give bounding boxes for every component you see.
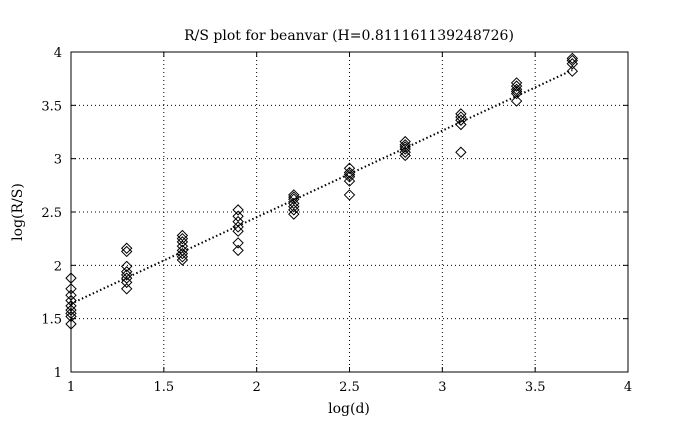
y-tick-label: 1.5 xyxy=(41,313,62,328)
y-tick-label: 3.5 xyxy=(41,99,62,114)
x-tick-label: 1.5 xyxy=(153,380,174,395)
y-tick-label: 1 xyxy=(54,366,62,381)
data-point xyxy=(566,65,579,77)
data-point xyxy=(288,189,300,201)
data-point xyxy=(343,166,356,179)
chart-title: R/S plot for beanvar (H=0.81116113924872… xyxy=(184,28,514,44)
data-point xyxy=(343,171,356,183)
data-point xyxy=(176,254,189,266)
data-point xyxy=(176,232,189,245)
data-point xyxy=(288,200,300,213)
data-point xyxy=(399,141,411,153)
x-tick-label: 3 xyxy=(438,380,446,395)
grid xyxy=(71,52,628,372)
data-point xyxy=(343,162,356,174)
data-point xyxy=(455,146,467,158)
x-tick-label: 1 xyxy=(67,380,75,395)
y-tick-label: 2.5 xyxy=(41,206,62,221)
data-point xyxy=(176,240,189,252)
data-point xyxy=(232,244,244,257)
data-point xyxy=(120,245,133,258)
data-point xyxy=(343,168,356,181)
data-point xyxy=(120,260,133,273)
y-tick-label: 4 xyxy=(54,46,62,61)
data-point xyxy=(343,175,356,187)
data-point xyxy=(232,225,244,237)
data-point xyxy=(399,149,411,162)
data-point xyxy=(120,242,133,254)
data-point xyxy=(120,283,133,295)
data-point xyxy=(232,204,244,216)
data-point xyxy=(566,58,579,70)
data-point xyxy=(176,229,189,242)
data-point xyxy=(65,310,77,323)
data-point xyxy=(176,236,189,248)
x-tick-label: 2.5 xyxy=(339,380,360,395)
data-point xyxy=(510,83,523,96)
data-point xyxy=(566,52,579,65)
data-point xyxy=(510,87,523,100)
data-point xyxy=(399,143,411,155)
data-point xyxy=(343,189,356,201)
y-tick-label: 3 xyxy=(54,153,62,168)
data-point xyxy=(455,108,467,120)
data-point xyxy=(455,114,467,126)
y-tick-label: 2 xyxy=(54,259,62,274)
data-point xyxy=(455,111,467,123)
data-point xyxy=(120,269,133,281)
data-point xyxy=(510,95,523,107)
fit-line xyxy=(70,69,573,305)
data-point xyxy=(510,80,523,92)
data-point xyxy=(455,118,467,131)
data-point xyxy=(65,304,77,316)
data-point xyxy=(232,237,244,249)
x-tick-label: 4 xyxy=(624,380,632,395)
axis-ticks: 1 1.5 2 2.5 3 3.5 4 1 1.5 2 2.5 3 3.5 4 xyxy=(41,46,632,395)
data-point xyxy=(120,276,133,289)
data-point xyxy=(232,221,244,233)
data-points xyxy=(65,52,579,330)
data-point xyxy=(65,283,77,295)
data-point xyxy=(288,208,300,220)
x-tick-label: 2 xyxy=(253,380,261,395)
data-point xyxy=(288,204,300,216)
x-tick-label: 3.5 xyxy=(525,380,546,395)
data-point xyxy=(176,251,189,263)
y-axis-label: log(R/S) xyxy=(10,183,26,241)
data-point xyxy=(176,247,189,260)
data-point xyxy=(65,318,77,330)
x-axis-label: log(d) xyxy=(328,401,370,417)
